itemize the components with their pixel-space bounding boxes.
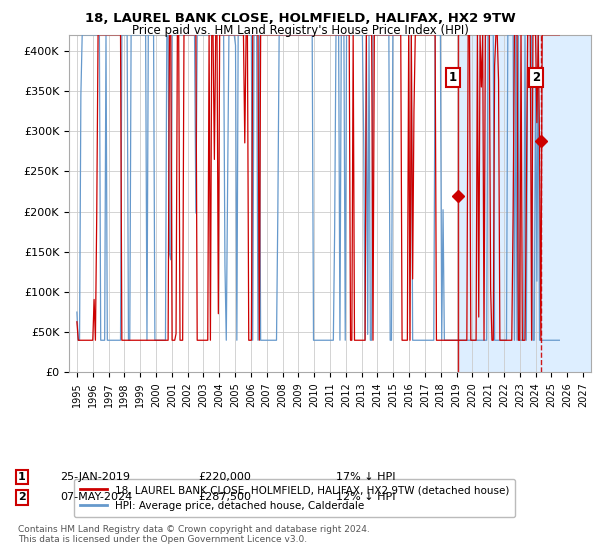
Text: £287,500: £287,500 bbox=[198, 492, 251, 502]
Text: 25-JAN-2019: 25-JAN-2019 bbox=[60, 472, 130, 482]
Text: 2: 2 bbox=[532, 71, 541, 84]
Text: £220,000: £220,000 bbox=[198, 472, 251, 482]
Text: 07-MAY-2024: 07-MAY-2024 bbox=[60, 492, 132, 502]
Text: 17% ↓ HPI: 17% ↓ HPI bbox=[336, 472, 395, 482]
Text: 18, LAUREL BANK CLOSE, HOLMFIELD, HALIFAX, HX2 9TW: 18, LAUREL BANK CLOSE, HOLMFIELD, HALIFA… bbox=[85, 12, 515, 25]
Legend: 18, LAUREL BANK CLOSE, HOLMFIELD, HALIFAX, HX2 9TW (detached house), HPI: Averag: 18, LAUREL BANK CLOSE, HOLMFIELD, HALIFA… bbox=[74, 479, 515, 517]
Bar bbox=[458, 35, 591, 372]
Text: Contains HM Land Registry data © Crown copyright and database right 2024.
This d: Contains HM Land Registry data © Crown c… bbox=[18, 525, 370, 544]
Text: 12% ↓ HPI: 12% ↓ HPI bbox=[336, 492, 395, 502]
Text: 2: 2 bbox=[18, 492, 26, 502]
Bar bbox=[541, 35, 591, 372]
Text: Price paid vs. HM Land Registry's House Price Index (HPI): Price paid vs. HM Land Registry's House … bbox=[131, 24, 469, 36]
Text: 1: 1 bbox=[18, 472, 26, 482]
Text: 1: 1 bbox=[449, 71, 457, 84]
